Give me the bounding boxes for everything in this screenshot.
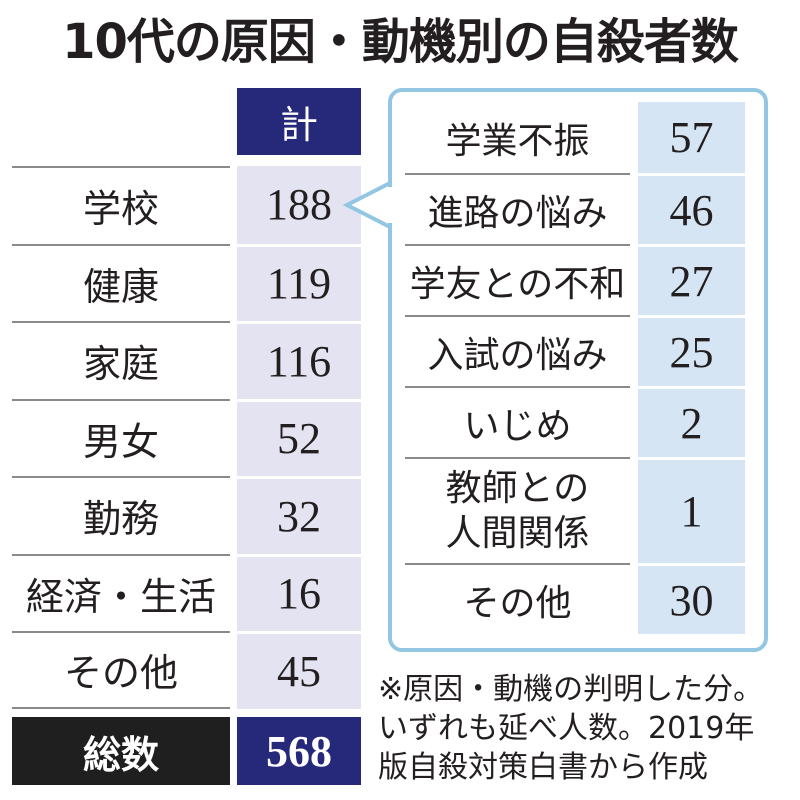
callout-pointer-shape: [342, 179, 392, 231]
detail-label: 教師との人間関係: [445, 468, 590, 554]
detail-label: 学業不振: [445, 120, 590, 162]
cause-label: 学校: [12, 166, 230, 244]
detail-row: その他 30: [405, 563, 745, 634]
cause-row: 健康 119: [12, 243, 361, 322]
cause-row: 経済・生活 16: [12, 553, 361, 632]
cause-row: 男女 52: [12, 398, 361, 477]
cause-label: 家庭: [12, 321, 230, 399]
cause-table: 学校 188 健康 119 家庭 116 男女 52 勤務 32 経済・生活 1…: [12, 166, 361, 709]
detail-label: 入試の悩み: [405, 315, 630, 386]
cause-row: その他 45: [12, 631, 361, 709]
detail-label: 進路の悩み: [405, 173, 630, 244]
cause-value: 52: [237, 398, 361, 476]
cause-label: 勤務: [12, 476, 230, 554]
footnote-line: 版自殺対策白書から作成: [378, 750, 708, 785]
cause-value: 32: [237, 476, 361, 554]
footnote-line: いずれも延べ人数。2019年: [378, 711, 755, 746]
detail-value: 46: [638, 173, 745, 244]
cause-value: 119: [237, 243, 361, 321]
detail-value: 27: [638, 244, 745, 315]
detail-value: 1: [638, 457, 745, 563]
detail-row: 教師との人間関係 1: [405, 457, 745, 563]
chart-title: 10代の原因・動機別の自殺者数: [62, 14, 739, 70]
detail-label: いじめ: [405, 386, 630, 457]
detail-value: 30: [638, 563, 745, 634]
total-label: 総数: [12, 717, 230, 785]
cause-row: 勤務 32: [12, 476, 361, 554]
cause-label: 男女: [12, 398, 230, 477]
cause-row: 学校 188: [12, 166, 361, 244]
detail-value: 57: [638, 102, 745, 173]
cause-label: 経済・生活: [12, 553, 230, 632]
detail-row: 入試の悩み 25: [405, 315, 745, 386]
detail-label-cell: 教師との人間関係: [405, 457, 630, 563]
cause-value: 116: [237, 321, 361, 399]
detail-row: 学友との不和 27: [405, 244, 745, 315]
detail-label: 学友との不和: [405, 244, 630, 315]
callout-pointer-mask: [387, 187, 393, 223]
column-header-total: 計: [237, 88, 361, 155]
detail-label: その他: [405, 563, 630, 634]
detail-row: 学業不振 57: [405, 102, 745, 173]
cause-label: 健康: [12, 243, 230, 322]
total-value: 568: [237, 717, 361, 785]
footnote-line: ※原因・動機の判明した分。: [378, 672, 764, 707]
detail-value: 25: [638, 315, 745, 386]
callout-pointer: [342, 179, 393, 231]
cause-label: その他: [12, 631, 230, 709]
cause-value: 188: [237, 166, 361, 244]
footnote: ※原因・動機の判明した分。 いずれも延べ人数。2019年 版自殺対策白書から作成: [378, 670, 788, 787]
cause-row: 家庭 116: [12, 321, 361, 399]
cause-value: 45: [237, 631, 361, 709]
cause-value: 16: [237, 553, 361, 631]
detail-row: いじめ 2: [405, 386, 745, 457]
breakdown-table: 学業不振 57 進路の悩み 46 学友との不和 27 入試の悩み 25 いじめ …: [405, 102, 745, 634]
detail-row: 進路の悩み 46: [405, 173, 745, 244]
detail-value: 2: [638, 386, 745, 457]
